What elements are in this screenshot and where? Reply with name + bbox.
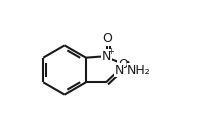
Text: N: N (114, 64, 124, 76)
Text: +: + (108, 47, 114, 56)
Text: NH₂: NH₂ (127, 64, 151, 76)
Text: N: N (102, 50, 111, 63)
Text: O: O (102, 32, 112, 45)
Text: •: • (125, 58, 131, 68)
Text: O: O (118, 58, 128, 71)
